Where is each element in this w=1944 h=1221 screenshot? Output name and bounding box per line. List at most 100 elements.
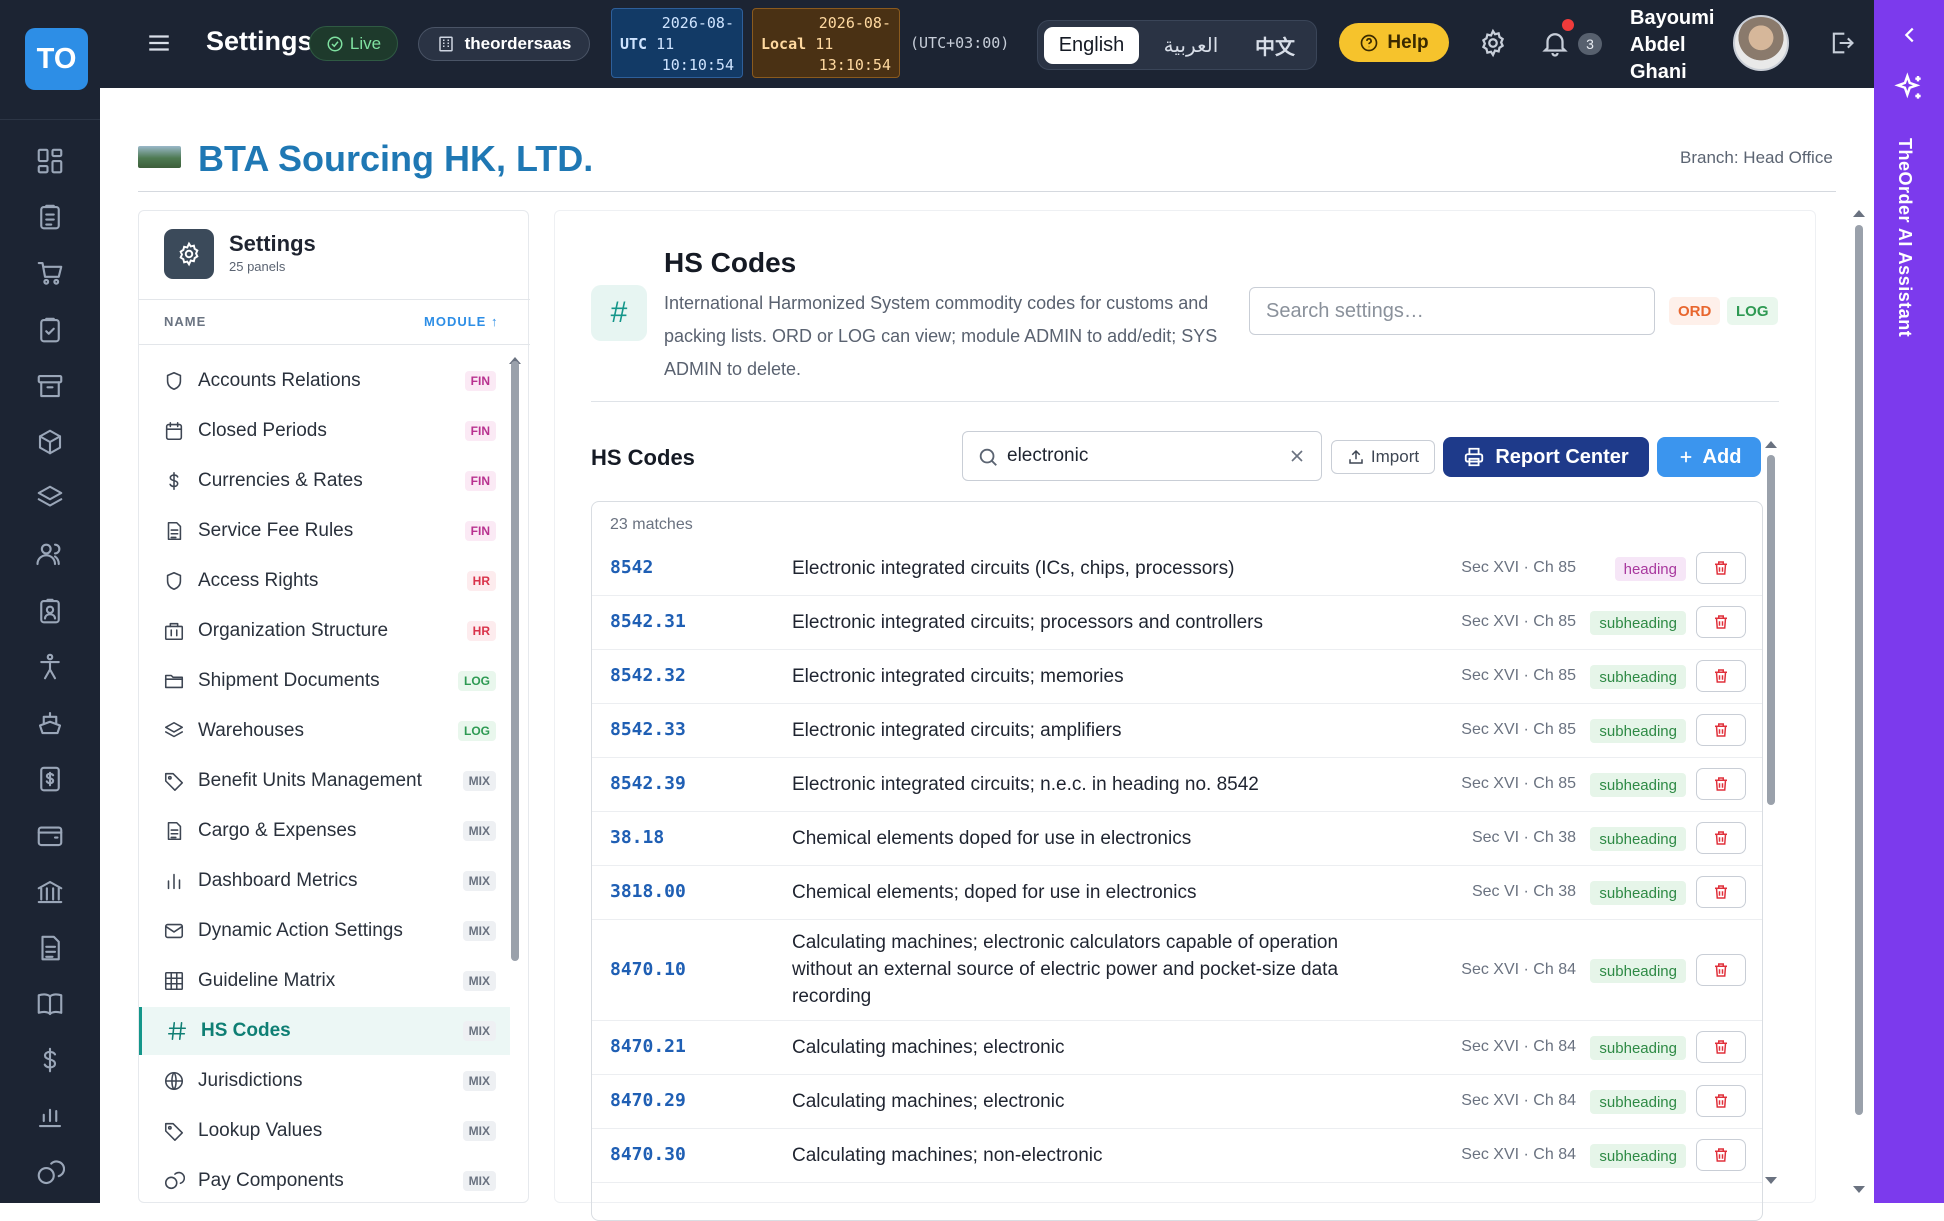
table-row[interactable]: 8470.30 Calculating machines; non-electro… xyxy=(592,1129,1762,1183)
hs-code-link[interactable]: 8542.31 xyxy=(610,611,686,632)
scroll-down-arrow[interactable] xyxy=(1765,1177,1777,1184)
wallet-icon[interactable] xyxy=(35,820,65,850)
add-button[interactable]: Add xyxy=(1657,437,1761,477)
ship-icon[interactable] xyxy=(35,708,65,738)
table-row[interactable]: 8542.31 Electronic integrated circuits; p… xyxy=(592,596,1762,650)
delete-button[interactable] xyxy=(1696,606,1746,638)
hs-code-link[interactable]: 8542.32 xyxy=(610,665,686,686)
page-scrollbar[interactable] xyxy=(1855,225,1863,1115)
hs-search-input[interactable]: electronic xyxy=(962,431,1322,481)
delete-button[interactable] xyxy=(1696,1031,1746,1063)
delete-button[interactable] xyxy=(1696,768,1746,800)
sidebar-item-hs-codes[interactable]: HS Codes MIX xyxy=(139,1007,510,1055)
package-icon[interactable] xyxy=(35,427,65,457)
table-row[interactable]: 8542.39 Electronic integrated circuits; n… xyxy=(592,758,1762,812)
delete-button[interactable] xyxy=(1696,822,1746,854)
app-logo[interactable]: TO xyxy=(25,28,88,90)
hs-code-link[interactable]: 3818.00 xyxy=(610,881,686,902)
scroll-up-arrow[interactable] xyxy=(1853,210,1865,217)
import-button[interactable]: Import xyxy=(1331,440,1435,474)
delete-button[interactable] xyxy=(1696,714,1746,746)
sidebar-item-service-fee-rules[interactable]: Service Fee Rules FIN xyxy=(139,507,510,555)
coins-icon[interactable] xyxy=(35,1158,65,1188)
accessibility-icon[interactable] xyxy=(35,652,65,682)
column-header-module[interactable]: MODULE ↑ xyxy=(424,314,499,329)
sidebar-item-accounts-relations[interactable]: Accounts Relations FIN xyxy=(139,357,510,405)
delete-button[interactable] xyxy=(1696,954,1746,986)
sidebar-item-pay-components[interactable]: Pay Components MIX xyxy=(139,1157,510,1205)
column-header-name[interactable]: NAME xyxy=(164,314,207,329)
money-icon[interactable] xyxy=(35,764,65,794)
hs-code-link[interactable]: 8470.29 xyxy=(610,1090,686,1111)
table-row[interactable]: 8470.29 Calculating machines; electronic S… xyxy=(592,1075,1762,1129)
delete-button[interactable] xyxy=(1696,876,1746,908)
table-row[interactable]: 38.18 Chemical elements doped for use in … xyxy=(592,812,1762,866)
sidebar-scrollbar[interactable] xyxy=(511,361,519,961)
sidebar-item-guideline-matrix[interactable]: Guideline Matrix MIX xyxy=(139,957,510,1005)
clipboard-check-icon[interactable] xyxy=(35,315,65,345)
hs-code-link[interactable]: 8470.10 xyxy=(610,959,686,980)
sidebar-item-warehouses[interactable]: Warehouses LOG xyxy=(139,707,510,755)
dollar-icon[interactable] xyxy=(35,1045,65,1075)
table-row[interactable]: 8542 Electronic integrated circuits (ICs,… xyxy=(592,542,1762,596)
chart-icon[interactable] xyxy=(35,1101,65,1131)
hs-code-link[interactable]: 8542.33 xyxy=(610,719,686,740)
scroll-up-arrow[interactable] xyxy=(1765,441,1777,448)
archive-icon[interactable] xyxy=(35,371,65,401)
layers-icon[interactable] xyxy=(35,483,65,513)
document-icon[interactable] xyxy=(35,933,65,963)
lang-arabic[interactable]: العربية xyxy=(1163,35,1219,57)
table-row[interactable]: 8470.10 Calculating machines; electronic … xyxy=(592,920,1762,1021)
bell-icon[interactable] xyxy=(1540,28,1570,58)
clear-icon[interactable] xyxy=(1287,446,1307,466)
scroll-down-arrow[interactable] xyxy=(1853,1186,1865,1193)
sidebar-item-lookup-values[interactable]: Lookup Values MIX xyxy=(139,1107,510,1155)
delete-button[interactable] xyxy=(1696,1085,1746,1117)
avatar[interactable] xyxy=(1733,15,1789,71)
delete-button[interactable] xyxy=(1696,660,1746,692)
clipboard-icon[interactable] xyxy=(35,202,65,232)
logout-icon[interactable] xyxy=(1828,29,1856,57)
sidebar-item-closed-periods[interactable]: Closed Periods FIN xyxy=(139,407,510,455)
users-icon[interactable] xyxy=(35,539,65,569)
gear-icon[interactable] xyxy=(1478,28,1508,58)
dashboard-icon[interactable] xyxy=(35,146,65,176)
hs-code-link[interactable]: 8542.39 xyxy=(610,773,686,794)
cart-icon[interactable] xyxy=(35,258,65,288)
table-row[interactable]: 8542.33 Electronic integrated circuits; a… xyxy=(592,704,1762,758)
sidebar-item-access-rights[interactable]: Access Rights HR xyxy=(139,557,510,605)
hs-code-link[interactable]: 38.18 xyxy=(610,827,665,848)
help-button[interactable]: Help xyxy=(1339,23,1449,62)
sidebar-item-cargo-expenses[interactable]: Cargo & Expenses MIX xyxy=(139,807,510,855)
table-row[interactable]: 8470.21 Calculating machines; electronic S… xyxy=(592,1021,1762,1075)
settings-search-input[interactable]: Search settings… xyxy=(1249,287,1655,335)
ai-assistant-panel[interactable]: TheOrder AI Assistant xyxy=(1874,0,1944,1203)
search-value[interactable]: electronic xyxy=(1007,445,1089,466)
sidebar-item-dynamic-action-settings[interactable]: Dynamic Action Settings MIX xyxy=(139,907,510,955)
scroll-up-arrow[interactable] xyxy=(509,357,521,364)
table-row[interactable]: 8542.32 Electronic integrated circuits; m… xyxy=(592,650,1762,704)
sidebar-item-benefit-units-management[interactable]: Benefit Units Management MIX xyxy=(139,757,510,805)
chevron-left-icon[interactable] xyxy=(1899,24,1921,46)
hs-code-link[interactable]: 8470.30 xyxy=(610,1144,686,1165)
hs-code-link[interactable]: 8470.21 xyxy=(610,1036,686,1057)
menu-icon[interactable] xyxy=(146,30,172,56)
book-icon[interactable] xyxy=(35,989,65,1019)
lang-english[interactable]: English xyxy=(1044,27,1139,64)
report-center-button[interactable]: Report Center xyxy=(1443,437,1649,477)
delete-button[interactable] xyxy=(1696,552,1746,584)
id-badge-icon[interactable] xyxy=(35,596,65,626)
hs-code-link[interactable]: 8542 xyxy=(610,557,654,578)
sidebar-item-jurisdictions[interactable]: Jurisdictions MIX xyxy=(139,1057,510,1105)
sidebar-item-shipment-documents[interactable]: Shipment Documents LOG xyxy=(139,657,510,705)
lang-chinese[interactable]: 中文 xyxy=(1255,37,1295,59)
sidebar-item-dashboard-metrics[interactable]: Dashboard Metrics MIX xyxy=(139,857,510,905)
table-scrollbar[interactable] xyxy=(1767,455,1775,805)
tenant-selector[interactable]: theordersaas xyxy=(418,27,590,61)
user-name[interactable]: Bayoumi Abdel Ghani xyxy=(1630,5,1714,86)
sidebar-item-currencies-rates[interactable]: Currencies & Rates FIN xyxy=(139,457,510,505)
delete-button[interactable] xyxy=(1696,1139,1746,1171)
sidebar-item-organization-structure[interactable]: Organization Structure HR xyxy=(139,607,510,655)
table-row[interactable]: 3818.00 Chemical elements; doped for use … xyxy=(592,866,1762,920)
bank-icon[interactable] xyxy=(35,877,65,907)
